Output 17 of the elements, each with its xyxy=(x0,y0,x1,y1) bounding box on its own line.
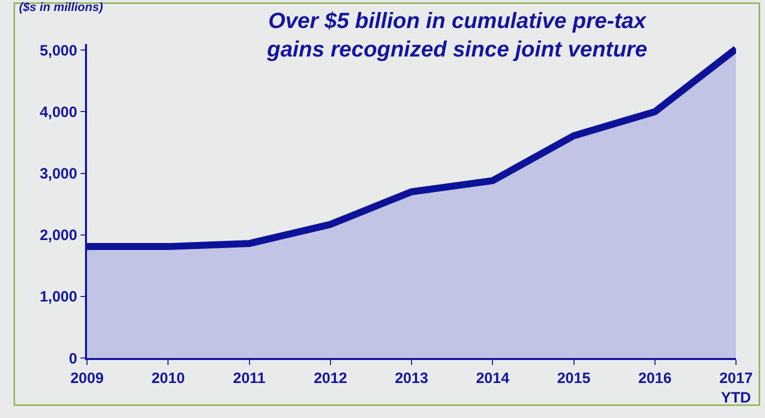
x-tick-label: 2014 xyxy=(476,370,510,387)
chart-title: Over $5 billion in cumulative pre-tax gains recognized since joint venture xyxy=(266,8,648,62)
x-tick-label: 2009 xyxy=(70,370,104,387)
y-tick-label: 0 xyxy=(68,350,78,368)
x-tick-label: 2017 YTD xyxy=(719,370,753,406)
y-tick-label: 5,000 xyxy=(40,42,78,60)
y-tick-label: 4,000 xyxy=(40,104,78,121)
x-tick-label: 2013 xyxy=(394,370,428,387)
y-axis-title: ($s in millions) xyxy=(19,0,104,14)
y-tick-label: 3,000 xyxy=(40,166,78,183)
y-tick-label: 1,000 xyxy=(40,288,78,306)
x-tick-label: 2016 xyxy=(638,370,672,387)
y-tick-label: 2,000 xyxy=(40,227,78,244)
x-tick-label: 2015 xyxy=(557,370,590,387)
x-tick-label: 2010 xyxy=(151,370,185,387)
x-tick-label: 2011 xyxy=(232,370,266,387)
x-tick-label: 2012 xyxy=(314,370,348,387)
